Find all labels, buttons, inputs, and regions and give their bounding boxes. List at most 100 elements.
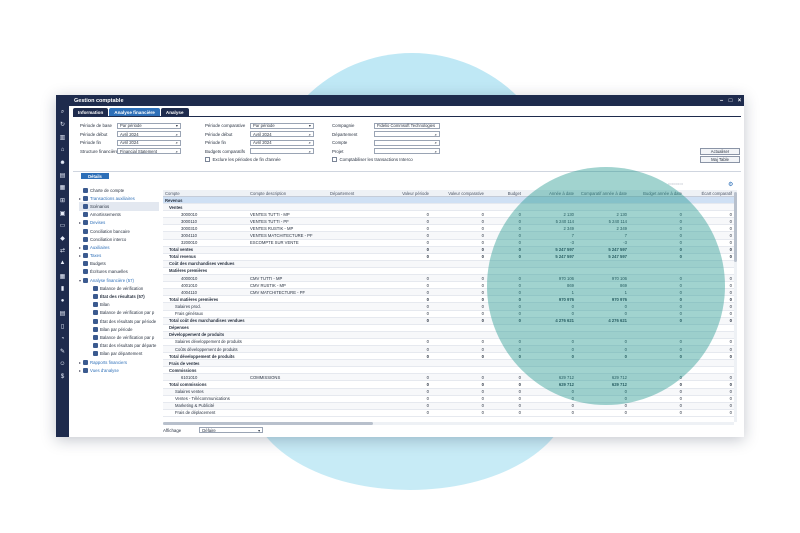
periode-fin-field[interactable]: Avril 2024 ⌕ — [117, 139, 181, 146]
chart-icon[interactable]: ▥ — [59, 134, 66, 141]
table-row[interactable]: Salaires ventes 0 0 0 0 0 0 0 — [163, 388, 734, 396]
table-row[interactable]: Total développement de produits 0 0 0 0 0 0 0 — [163, 353, 734, 361]
table-row[interactable]: Coût des marchandises vendues — [163, 260, 734, 268]
horizontal-scroll-thumb[interactable] — [163, 422, 373, 425]
affichage-select[interactable]: Défaire ▾ — [199, 427, 264, 433]
table-row[interactable]: Total revenus 0 0 0 5 247 597 5 247 597 0 0 — [163, 254, 734, 261]
table-row[interactable]: Ventes — [163, 204, 734, 212]
table-row[interactable]: Frais généraux 0 0 0 0 0 0 0 — [163, 311, 734, 318]
table-icon[interactable]: ▤ — [59, 311, 66, 318]
tree-item[interactable]: Amortissements — [79, 211, 159, 219]
refresh-icon[interactable]: ↻ — [59, 122, 66, 129]
table-row[interactable]: Salaires prod. 0 0 0 0 0 0 0 — [163, 303, 734, 311]
table-row[interactable]: Total ventes 0 0 0 5 247 597 5 247 597 0 0 — [163, 246, 734, 254]
column-header[interactable]: Département — [330, 190, 355, 196]
tree-arrow-icon[interactable]: ▸ — [79, 359, 82, 365]
dollar-icon[interactable]: $ — [60, 373, 65, 380]
column-header[interactable]: Compte — [165, 190, 180, 196]
table-row[interactable]: 3004110 VENTES MATCHITECTURE - PF 0 0 0 7 7 0 0 — [163, 232, 734, 240]
budgets-field[interactable]: ⌕ — [250, 148, 314, 154]
periode-debut-field[interactable]: Avril 2024 ⌕ — [117, 131, 181, 137]
table-row[interactable]: Total matières premières 0 0 0 970 976 970 97… — [163, 296, 734, 304]
tree-item[interactable]: ▸ Transactions auxiliaires — [79, 194, 159, 202]
maximize-icon[interactable]: □ — [728, 97, 733, 104]
column-header[interactable]: Comparatif année à date — [580, 190, 627, 196]
tab-analyse[interactable]: Analyse — [160, 108, 189, 116]
tree-item[interactable]: Bilan — [79, 301, 159, 309]
gear-icon[interactable]: ⚙ — [728, 182, 734, 188]
table-row[interactable]: 3000010 VENTES TUTTI - MP 0 0 0 2 130 2 130 0 0 — [163, 211, 734, 219]
table-row[interactable]: 4004110 CMV MATCHITECTURE - PF 0 0 0 1 1 0 0 — [163, 289, 734, 297]
vertical-scroll-thumb[interactable] — [734, 192, 737, 262]
table-row[interactable]: Salaires développement de produits 0 0 0 0 0 0… — [163, 339, 734, 346]
tree-item[interactable]: Balance de vérification par p — [79, 309, 159, 317]
table-row[interactable]: Développement de produits — [163, 331, 734, 339]
tree-item[interactable]: Bilan par département — [79, 350, 159, 358]
vertical-scrollbar[interactable] — [734, 190, 737, 422]
tree-item[interactable]: Charte de compte — [79, 186, 159, 194]
table-row[interactable]: 4000010 CMV TUTTI - MP 0 0 0 970 106 970 106 0 0 — [163, 275, 734, 283]
tab-information[interactable]: Information — [73, 108, 109, 116]
tree-item[interactable]: ▸ Rapports financiers — [79, 358, 159, 366]
periode-debut2-field[interactable]: Avril 2024 ⌕ — [250, 131, 314, 137]
tree-item[interactable]: Balance de vérification par p — [79, 333, 159, 341]
table-row[interactable]: 4001010 CMV RUSTIK - MP 0 0 0 869 869 0 0 — [163, 282, 734, 290]
tree-item[interactable]: Balance de vérification — [79, 284, 159, 292]
tree-item[interactable]: Conciliation interco — [79, 235, 159, 243]
actualiser-button[interactable]: Actualiser — [700, 148, 740, 155]
users-icon[interactable]: ☻ — [59, 159, 66, 166]
people-icon[interactable]: ☺ — [59, 361, 66, 368]
column-header[interactable]: Budget année à date — [643, 190, 682, 196]
tree-arrow-icon[interactable]: ▾ — [79, 277, 82, 283]
table-row[interactable]: Total coût des marchandises vendues 0 0 0 4 … — [163, 317, 734, 325]
box-icon[interactable]: ▣ — [59, 210, 66, 217]
tree-item[interactable]: ▸ Devises — [79, 219, 159, 227]
table-row[interactable]: Frais de déplacement 0 0 0 0 0 0 0 — [163, 410, 734, 417]
departement-field[interactable]: ⌕ — [374, 131, 440, 137]
tree-item[interactable]: ▸ Taxes — [79, 252, 159, 260]
column-header[interactable]: Écart comparatif — [701, 190, 733, 196]
file-icon[interactable]: ▯ — [60, 323, 65, 330]
periode-comp-select[interactable]: Par période ▾ — [250, 122, 314, 129]
tree-item[interactable]: État des résultats (57) — [79, 292, 159, 300]
minimize-icon[interactable]: – — [719, 97, 724, 104]
tree-item[interactable]: Scénarios — [79, 202, 159, 211]
exclure-checkbox[interactable] — [205, 157, 210, 162]
column-header[interactable]: Valeur période — [402, 190, 429, 196]
table-row[interactable]: Coûts développement de produits 0 0 0 0 0 0 0 — [163, 345, 734, 354]
table-row[interactable]: Frais de ventes — [163, 360, 734, 368]
tree-item[interactable]: ▸ Vues d'analyse — [79, 366, 159, 374]
tree-arrow-icon[interactable]: ▸ — [79, 367, 82, 373]
projet-field[interactable]: ⌕ — [374, 148, 440, 154]
table-row[interactable]: Revenus — [163, 197, 734, 205]
gauge-icon[interactable]: ◔ — [60, 335, 65, 342]
tree-item[interactable]: ▸ Auxiliaires — [79, 243, 159, 251]
truck-icon[interactable]: ▭ — [59, 223, 66, 230]
tree-item[interactable]: Écritures manuelles — [79, 268, 159, 276]
tree-arrow-icon[interactable]: ▸ — [79, 253, 82, 259]
horizontal-scrollbar[interactable] — [163, 422, 734, 425]
compte-field[interactable]: ⌕ — [374, 139, 440, 146]
transfer-icon[interactable]: ⇄ — [59, 248, 66, 255]
compagnie-field[interactable]: Fidelio Commsoft Technologies — [374, 122, 440, 129]
tree-arrow-icon[interactable]: ▸ — [79, 220, 82, 226]
table-row[interactable]: Commissions — [163, 367, 734, 375]
factory-icon[interactable]: ▲ — [59, 260, 66, 267]
table-row[interactable]: Total commissions 0 0 0 629 712 629 712 0 0 — [163, 381, 734, 389]
wrench-icon[interactable]: ✎ — [59, 349, 66, 356]
table-row[interactable]: 3200010 ESCOMPTE SUR VENTE 0 0 0 -3 -3 0 0 — [163, 240, 734, 247]
column-header[interactable]: Année à date — [549, 190, 574, 196]
column-header[interactable]: Valeur comparative — [448, 190, 484, 196]
tree-item[interactable]: Budgets — [79, 260, 159, 268]
column-header[interactable]: Budget — [507, 190, 521, 196]
structure-field[interactable]: Financial Statement ⌕ — [117, 148, 181, 154]
search-icon[interactable]: ⌕ — [60, 108, 65, 115]
table-row[interactable]: Matières premières — [163, 268, 734, 276]
column-header[interactable]: Compte description — [250, 190, 287, 196]
majtable-button[interactable]: Maj Table — [700, 156, 740, 163]
table-row[interactable]: Ventes - Télécommunications 0 0 0 0 0 0 0 — [163, 396, 734, 403]
stats-icon[interactable]: ▮ — [60, 286, 65, 293]
table-row[interactable]: Marketing & Publicité 0 0 0 0 0 0 0 — [163, 402, 734, 410]
table-row[interactable]: 3000310 VENTES RUSTIK - MP 0 0 0 2 349 2 349 0 0 — [163, 225, 734, 233]
table-row[interactable]: 6101010 COMMISSIONS 0 0 0 629 712 629 712 0 0 — [163, 374, 734, 382]
